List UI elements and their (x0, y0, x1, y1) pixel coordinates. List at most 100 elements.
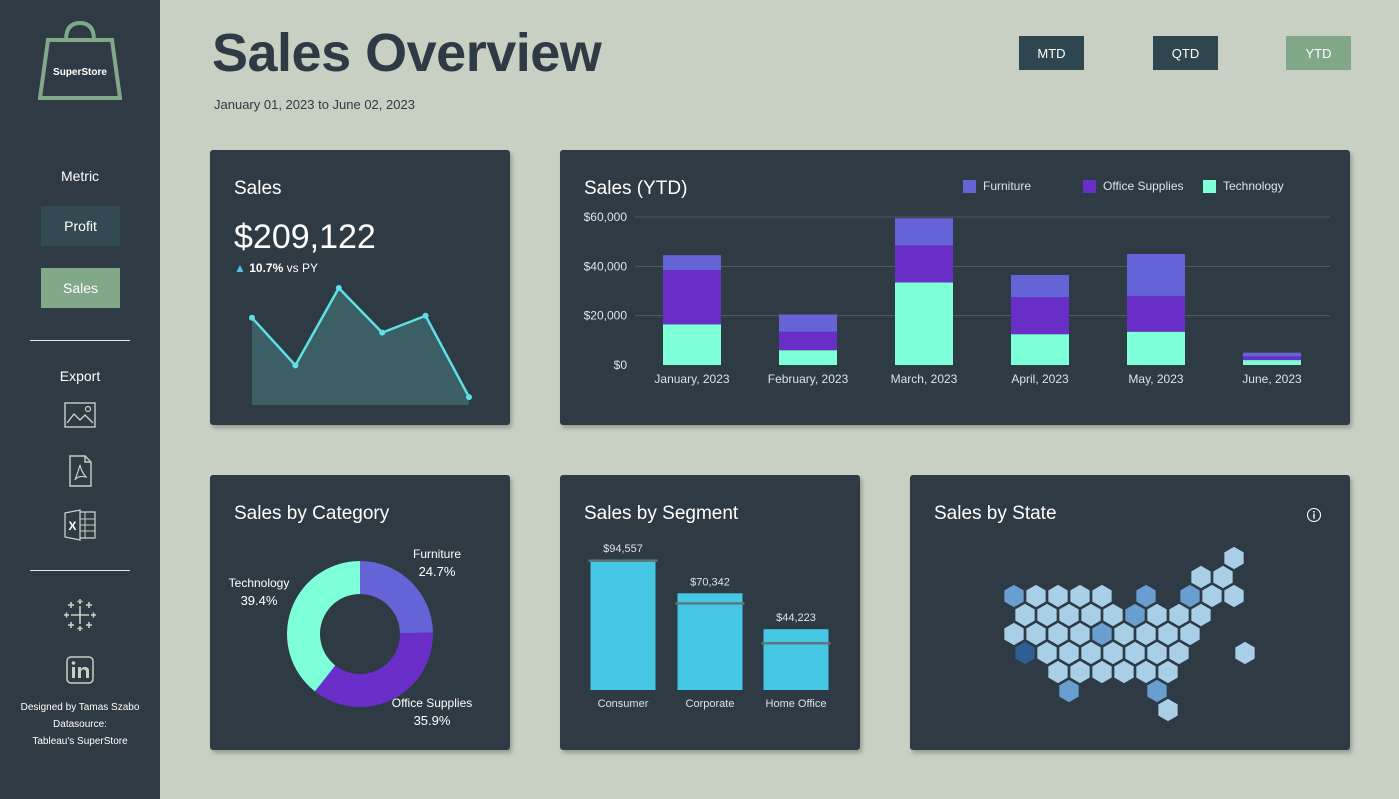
donut-slice (314, 632, 433, 707)
bar-segment (1243, 356, 1301, 361)
state-hex (1189, 602, 1213, 628)
sidebar: SuperStore Metric Profit Sales Export X (0, 0, 160, 799)
x-tick-label: February, 2023 (768, 372, 849, 386)
sales-button[interactable]: Sales (41, 268, 120, 308)
y-tick-label: $0 (614, 358, 628, 372)
state-hex (1134, 621, 1158, 647)
sparkline-line (251, 285, 471, 398)
excel-export-icon[interactable]: X (62, 507, 98, 543)
sales-by-state-hexmap (1002, 545, 1257, 723)
state-hex (1145, 602, 1169, 628)
segment-value-label: $44,223 (776, 612, 816, 624)
legend-label: Office Supplies (1103, 179, 1184, 193)
linkedin-icon[interactable] (62, 652, 98, 688)
state-hex (1101, 602, 1125, 628)
state-hex (1079, 640, 1103, 666)
sparkline-point (466, 394, 472, 401)
category-chart-title: Sales by Category (234, 503, 390, 524)
legend-technology: Technology (1203, 179, 1284, 193)
legend-swatch (963, 179, 976, 193)
state-hex (1112, 659, 1136, 685)
slice-label: Office Supplies (392, 696, 473, 710)
pdf-export-icon[interactable] (62, 453, 98, 489)
state-hex (1178, 621, 1202, 647)
info-icon[interactable] (1306, 507, 1322, 523)
bar-segment (1011, 334, 1069, 365)
segment-chart-title: Sales by Segment (584, 503, 739, 524)
state-hex (1046, 659, 1070, 685)
bar-segment (895, 282, 953, 365)
state-hex (1013, 602, 1037, 628)
metric-label: Metric (60, 168, 100, 184)
state-hex (1167, 640, 1191, 666)
image-export-icon[interactable] (62, 398, 98, 434)
qtd-button[interactable]: QTD (1153, 36, 1218, 70)
x-tick-label: March, 2023 (891, 372, 958, 386)
state-hex (1233, 640, 1257, 666)
y-tick-label: $60,000 (584, 210, 628, 224)
legend-furniture: Furniture (963, 179, 1031, 193)
sidebar-divider (30, 570, 130, 571)
sales-ytd-card: Sales (YTD) Furniture Office Supplies Te… (560, 150, 1350, 425)
segment-bar (763, 629, 829, 690)
slice-value: 39.4% (241, 593, 278, 608)
donut-slice (360, 561, 433, 634)
profit-button[interactable]: Profit (41, 206, 120, 246)
export-label: Export (59, 368, 101, 384)
bar-segment (779, 350, 837, 365)
kpi-delta: ▲ 10.7% vs PY (234, 261, 318, 275)
legend-label: Technology (1223, 179, 1284, 193)
state-hex (1222, 545, 1246, 571)
bar-segment (663, 255, 721, 271)
segment-category-label: Corporate (686, 698, 735, 710)
credit-source-name: Tableau's SuperStore (32, 736, 128, 747)
state-hex (1035, 640, 1059, 666)
segment-category-label: Home Office (766, 698, 827, 710)
segment-value-label: $94,557 (603, 543, 643, 555)
segment-category-label: Consumer (598, 698, 649, 710)
state-hex (1222, 583, 1246, 609)
state-hex (1167, 602, 1191, 628)
mtd-button[interactable]: MTD (1019, 36, 1084, 70)
superstore-logo: SuperStore (38, 20, 122, 100)
logo-text: SuperStore (53, 67, 107, 78)
donut-slice (286, 561, 360, 692)
bar-segment (663, 270, 721, 325)
credit-designer: Designed by Tamas Szabo (20, 702, 140, 713)
slice-value: 35.9% (414, 713, 451, 728)
sparkline-point (379, 329, 386, 336)
date-range: January 01, 2023 to June 02, 2023 (214, 97, 415, 112)
state-hex (1123, 640, 1147, 666)
sidebar-divider (30, 340, 130, 341)
slice-value: 24.7% (419, 564, 456, 579)
sales-by-state-card: Sales by State (910, 475, 1350, 750)
bar-segment (779, 331, 837, 351)
legend-swatch (1203, 179, 1216, 193)
tableau-icon[interactable] (62, 597, 98, 633)
slice-label: Technology (229, 576, 290, 590)
state-hex (1035, 602, 1059, 628)
sales-by-category-chart: Furniture 24.7% Office Supplies 35.9% Techno… (229, 547, 473, 728)
bar-segment (1011, 297, 1069, 335)
x-tick-label: April, 2023 (1011, 372, 1069, 386)
bar-segment (895, 218, 953, 246)
state-hex (1211, 564, 1235, 590)
state-hex (1178, 583, 1202, 609)
kpi-title: Sales (234, 178, 282, 199)
page-title: Sales Overview (212, 23, 602, 83)
bar-segment (779, 314, 837, 332)
sparkline-point (422, 312, 429, 319)
bar-segment (895, 245, 953, 283)
bar-segment (1243, 352, 1301, 357)
kpi-value: $209,122 (234, 218, 376, 256)
state-hex (1057, 602, 1081, 628)
kpi-delta-suffix: vs PY (286, 261, 318, 275)
sales-ytd-chart: $0 $20,000 $40,000 $60,000 January, 2023 Febr… (584, 210, 1330, 386)
x-tick-label: January, 2023 (654, 372, 729, 386)
ytd-button[interactable]: YTD (1286, 36, 1351, 70)
state-hex (1134, 583, 1158, 609)
sales-by-category-card: Sales by Category Furniture 24.7% Office S… (210, 475, 510, 750)
sparkline-point (335, 285, 342, 291)
y-tick-label: $40,000 (584, 259, 628, 273)
state-hex (1090, 659, 1114, 685)
